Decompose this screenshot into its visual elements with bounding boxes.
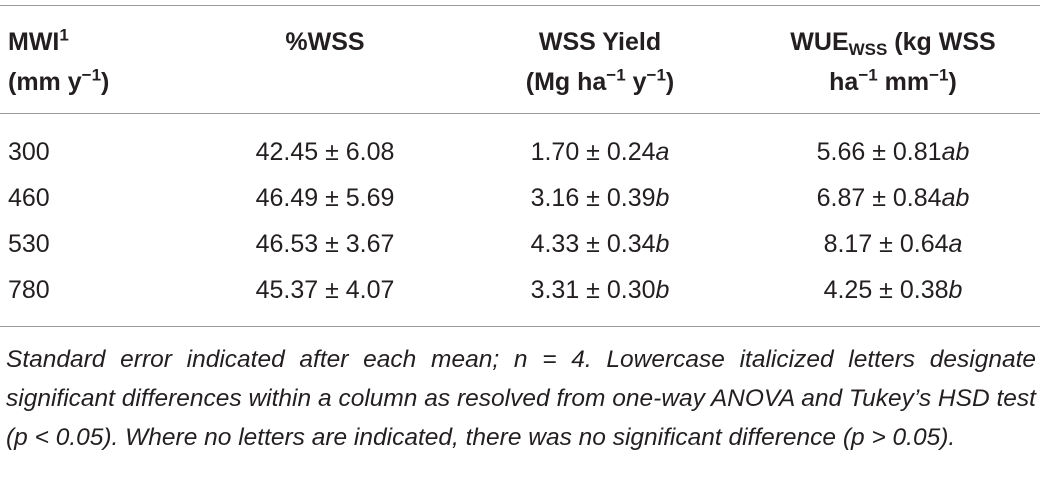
header-cell: WUEWSS (kg WSS ha−1 mm−1) (790, 22, 995, 102)
significance-letter: a (655, 138, 670, 166)
header-text: ) (665, 68, 675, 96)
header-text: WUE (790, 28, 849, 56)
superscript: −1 (858, 65, 878, 85)
value: 4.33 ± 0.34 (530, 230, 656, 258)
data-cell: 46.53 ± 3.67 (255, 230, 395, 258)
header-cell: MWI1 (mm y−1) (8, 22, 109, 102)
data-cell: 3.16 ± 0.39b (531, 175, 670, 221)
data-cell: 45.37 ± 4.07 (255, 276, 395, 304)
subscript: WSS (848, 40, 888, 60)
header-text: (kg WSS (887, 28, 996, 56)
footnote: Standard error indicated after each mean… (6, 346, 1036, 451)
value: 4.25 ± 0.38 (823, 276, 949, 304)
superscript: −1 (606, 65, 626, 85)
header-text: ha (829, 68, 859, 96)
data-cell: 4.25 ± 0.38b (824, 267, 963, 313)
header-text: WSS Yield (538, 28, 662, 56)
bottom-rule (0, 326, 1040, 327)
superscript: −1 (646, 65, 666, 85)
data-cell: 42.45 ± 6.08 (255, 138, 395, 166)
significance-letter: a (948, 230, 963, 258)
data-cell: 4.33 ± 0.34b (531, 221, 670, 267)
superscript: 1 (59, 25, 69, 45)
significance-letter: b (655, 276, 670, 304)
header-line: %WSS (285, 22, 364, 62)
top-rule (0, 5, 1040, 6)
data-cell: 8.17 ± 0.64a (824, 221, 963, 267)
header-line: WSS Yield (526, 22, 675, 62)
header-line: (Mg ha−1 y−1) (526, 62, 675, 102)
significance-letter: b (655, 184, 670, 212)
header-line: WUEWSS (kg WSS (790, 22, 995, 62)
header-text: ) (948, 68, 957, 96)
header-rule (0, 113, 1040, 114)
row-label: 460 (8, 184, 50, 212)
significance-letter: ab (941, 184, 970, 212)
data-cell: 3.31 ± 0.30b (531, 267, 670, 313)
header-line: (mm y−1) (8, 62, 109, 102)
value: 3.31 ± 0.30 (530, 276, 656, 304)
value: 8.17 ± 0.64 (823, 230, 949, 258)
data-cell: 46.49 ± 5.69 (255, 184, 395, 212)
significance-letter: b (948, 276, 963, 304)
data-cell: 5.66 ± 0.81ab (817, 129, 970, 175)
data-cell: 1.70 ± 0.24a (531, 129, 670, 175)
header-cell: %WSS (285, 22, 364, 62)
significance-letter: ab (941, 138, 970, 166)
header-line: MWI1 (8, 22, 109, 62)
data-cell: 6.87 ± 0.84ab (817, 175, 970, 221)
header-text: y (625, 68, 647, 96)
header-text: %WSS (285, 28, 365, 56)
value: 6.87 ± 0.84 (816, 184, 942, 212)
row-label: 780 (8, 276, 50, 304)
value: 1.70 ± 0.24 (530, 138, 656, 166)
header-line: ha−1 mm−1) (790, 62, 995, 102)
row-label: 300 (8, 138, 50, 166)
row-label: 530 (8, 230, 50, 258)
value: 5.66 ± 0.81 (816, 138, 942, 166)
header-text: mm (877, 68, 930, 96)
header-cell: WSS Yield (Mg ha−1 y−1) (526, 22, 675, 102)
value: 3.16 ± 0.39 (530, 184, 656, 212)
header-text: (mm y (8, 68, 82, 96)
superscript: −1 (929, 65, 949, 85)
header-text: (Mg ha (525, 68, 607, 96)
significance-letter: b (655, 230, 670, 258)
header-text: ) (101, 68, 110, 96)
header-text: MWI (8, 28, 60, 56)
superscript: −1 (81, 65, 102, 85)
